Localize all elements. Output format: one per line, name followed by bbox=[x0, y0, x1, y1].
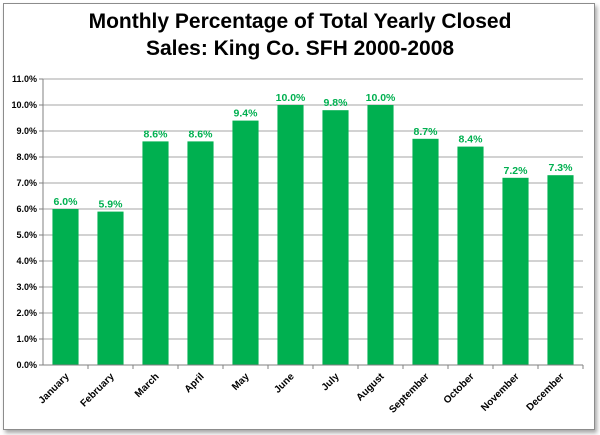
chart-title: Monthly Percentage of Total Yearly Close… bbox=[0, 8, 600, 62]
bar-december bbox=[547, 175, 574, 365]
y-tick-label: 10.0% bbox=[11, 100, 37, 110]
y-tick-label: 9.0% bbox=[16, 126, 37, 136]
bar-september bbox=[412, 138, 439, 365]
bar-june bbox=[277, 105, 304, 365]
x-category-label: October bbox=[442, 371, 477, 406]
x-axis-category-labels: January February March April May June July Augu… bbox=[37, 365, 584, 416]
data-label: 10.0% bbox=[276, 92, 306, 104]
chart-title-line-2: Sales: King Co. SFH 2000-2008 bbox=[145, 37, 455, 60]
x-category-label: March bbox=[133, 371, 162, 400]
y-axis-tick-labels: 0.0% 1.0% 2.0% 3.0% 4.0% 5.0% 6.0% 7.0% 8.0% 9.0%… bbox=[11, 74, 37, 370]
bar-march bbox=[142, 141, 169, 365]
y-tick-label: 11.0% bbox=[12, 74, 37, 84]
data-label: 7.2% bbox=[504, 165, 529, 177]
bar-may bbox=[232, 120, 259, 365]
data-label: 10.0% bbox=[366, 92, 396, 104]
bar-november bbox=[502, 177, 529, 365]
x-category-label: July bbox=[320, 371, 342, 393]
data-labels: 6.0% 5.9% 8.6% 8.6% 9.4% 10.0% 9.8% 10.0% 8.7% 8.… bbox=[54, 92, 574, 211]
x-category-label: August bbox=[354, 371, 387, 404]
y-tick-label: 8.0% bbox=[16, 152, 37, 162]
y-tick-label: 7.0% bbox=[16, 178, 37, 188]
y-tick-label: 1.0% bbox=[16, 334, 37, 344]
bars bbox=[52, 105, 574, 365]
data-label: 8.7% bbox=[414, 126, 439, 138]
bar-july bbox=[322, 110, 349, 365]
data-label: 6.0% bbox=[54, 196, 79, 208]
y-tick-label: 6.0% bbox=[16, 204, 37, 214]
data-label: 9.8% bbox=[324, 97, 349, 109]
data-label: 8.6% bbox=[144, 128, 169, 140]
y-tick-label: 0.0% bbox=[16, 360, 37, 370]
bar-february bbox=[97, 211, 124, 365]
y-tick-label: 4.0% bbox=[16, 256, 37, 266]
data-label: 9.4% bbox=[234, 108, 259, 120]
bar-april bbox=[187, 141, 214, 365]
bar-january bbox=[52, 209, 79, 365]
data-label: 8.6% bbox=[189, 128, 214, 140]
bar-august bbox=[367, 105, 394, 365]
gridlines bbox=[39, 78, 583, 366]
data-label: 7.3% bbox=[549, 162, 574, 174]
data-label: 5.9% bbox=[99, 199, 124, 211]
bar-october bbox=[457, 146, 484, 365]
y-tick-label: 5.0% bbox=[16, 230, 37, 240]
x-category-label: April bbox=[183, 371, 207, 395]
chart-title-line-1: Monthly Percentage of Total Yearly Close… bbox=[88, 10, 512, 33]
y-tick-label: 2.0% bbox=[16, 308, 37, 318]
x-category-label: May bbox=[230, 371, 252, 393]
x-category-label: December bbox=[525, 371, 567, 413]
x-category-label: June bbox=[272, 371, 297, 396]
x-category-label: September bbox=[387, 371, 431, 415]
x-category-label: January bbox=[37, 371, 72, 406]
y-tick-label: 3.0% bbox=[16, 282, 37, 292]
data-label: 8.4% bbox=[459, 134, 484, 146]
x-category-label: February bbox=[79, 371, 117, 409]
x-category-label: November bbox=[479, 371, 521, 413]
